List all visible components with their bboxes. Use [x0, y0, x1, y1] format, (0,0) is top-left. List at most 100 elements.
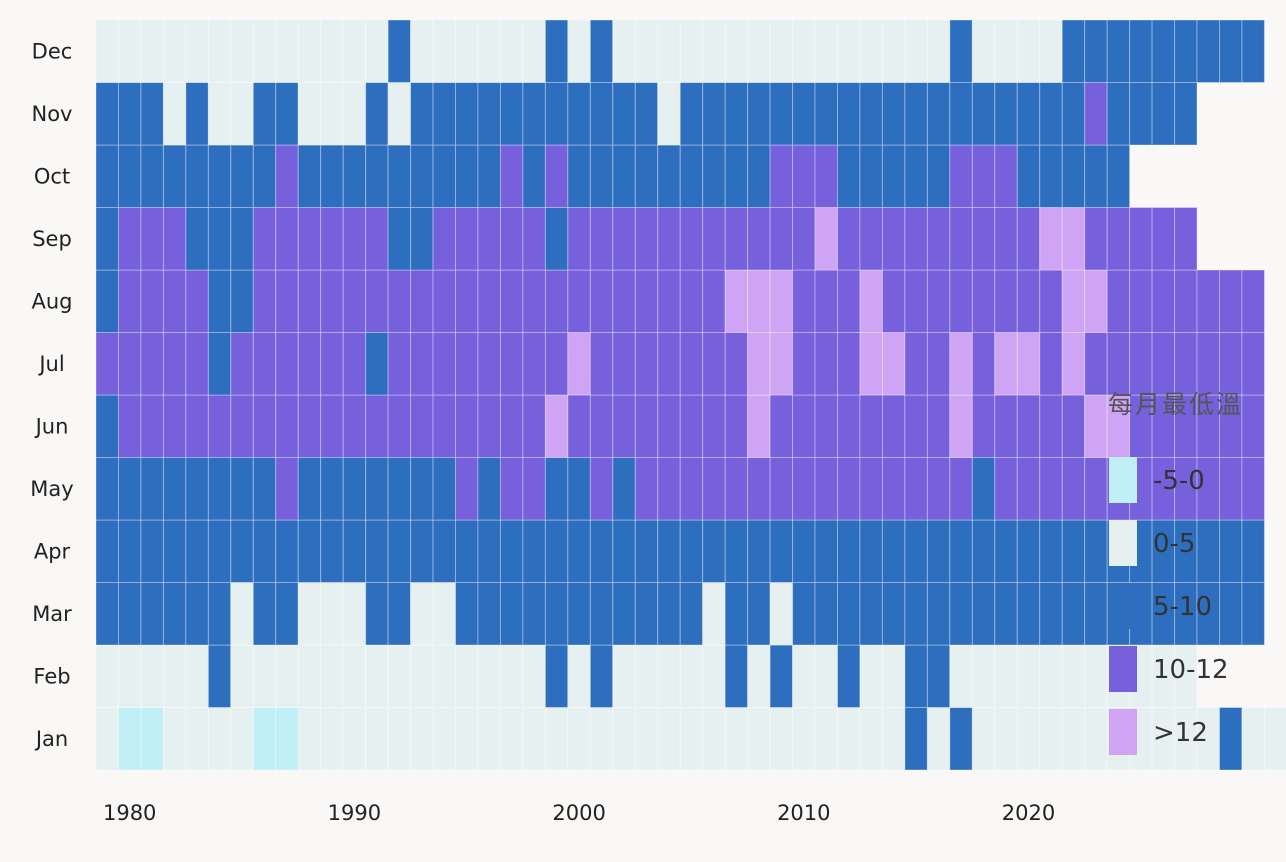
heatmap-cell: [1016, 707, 1041, 771]
heatmap-cell: [904, 207, 928, 271]
heatmap-cell: [769, 457, 794, 521]
heatmap-cell: [230, 457, 254, 521]
heatmap-cell: [837, 519, 861, 583]
heatmap-cell: [207, 82, 232, 146]
heatmap-cell: [1016, 82, 1041, 146]
heatmap-cell: [702, 82, 726, 146]
heatmap-cell: [499, 269, 524, 333]
heatmap-cell: [162, 644, 187, 708]
heatmap-cell: [275, 457, 299, 521]
heatmap-cell: [1106, 19, 1131, 83]
heatmap-cell: [679, 582, 704, 646]
heatmap-cell: [724, 519, 749, 583]
heatmap-cell: [702, 457, 726, 521]
heatmap-cell: [1061, 144, 1086, 208]
heatmap-cell: [95, 394, 119, 458]
heatmap-cell: [657, 269, 681, 333]
heatmap-cell: [1241, 707, 1265, 771]
heatmap-cell: [455, 644, 479, 708]
heatmap-cell: [612, 644, 636, 708]
heatmap-cell: [455, 707, 479, 771]
heatmap-cell: [1061, 457, 1086, 521]
heatmap-cell: [814, 207, 839, 271]
heatmap-cell: [544, 332, 569, 396]
heatmap-cell: [1106, 269, 1131, 333]
heatmap-cell: [1263, 707, 1286, 771]
heatmap-cell: [926, 457, 951, 521]
heatmap-cell: [477, 519, 501, 583]
heatmap-cell: [747, 519, 771, 583]
heatmap-cell: [814, 644, 839, 708]
heatmap-cell: [859, 19, 883, 83]
heatmap-cell: [342, 332, 367, 396]
heatmap-cell: [544, 457, 569, 521]
heatmap-cell: [230, 519, 254, 583]
heatmap-cell: [702, 644, 726, 708]
heatmap-cell: [792, 19, 816, 83]
y-tick-label: Aug: [31, 289, 72, 313]
heatmap-cell: [410, 144, 434, 208]
heatmap-cell: [589, 144, 614, 208]
heatmap-cell: [1016, 644, 1041, 708]
heatmap-cell: [1039, 644, 1063, 708]
heatmap-cell: [410, 394, 434, 458]
heatmap-cell: [297, 644, 322, 708]
heatmap-cell: [702, 707, 726, 771]
heatmap-cell: [859, 519, 883, 583]
heatmap-cell: [1039, 582, 1063, 646]
heatmap-cell: [949, 582, 973, 646]
heatmap-cell: [387, 707, 412, 771]
heatmap-cell: [95, 144, 119, 208]
heatmap-cell: [185, 707, 209, 771]
heatmap-cell: [814, 144, 839, 208]
heatmap-cell: [365, 394, 389, 458]
heatmap-cell: [1151, 82, 1176, 146]
y-tick-label: May: [30, 477, 73, 501]
heatmap-cell: [1241, 582, 1265, 646]
heatmap-cell: [297, 207, 322, 271]
heatmap-cell: [117, 207, 142, 271]
heatmap-cell: [1196, 332, 1221, 396]
heatmap-cell: [769, 519, 794, 583]
heatmap-cell: [657, 394, 681, 458]
heatmap-cell: [747, 394, 771, 458]
heatmap-cell: [1061, 644, 1086, 708]
heatmap-cell: [522, 332, 546, 396]
heatmap-cell: [297, 582, 322, 646]
heatmap-cell: [837, 582, 861, 646]
heatmap-cell: [365, 457, 389, 521]
heatmap-cell: [702, 19, 726, 83]
heatmap-cell: [455, 19, 479, 83]
heatmap-cell: [140, 19, 164, 83]
heatmap-cell: [881, 144, 906, 208]
heatmap-cell: [1084, 519, 1108, 583]
heatmap-cell: [747, 457, 771, 521]
heatmap-cell: [432, 269, 457, 333]
heatmap-cell: [1039, 457, 1063, 521]
heatmap-cell: [792, 582, 816, 646]
heatmap-cell: [387, 644, 412, 708]
heatmap-cell: [275, 269, 299, 333]
heatmap-cell: [140, 457, 164, 521]
heatmap-cell: [1106, 207, 1131, 271]
heatmap-cell: [612, 519, 636, 583]
heatmap-cell: [1039, 82, 1063, 146]
heatmap-cell: [612, 207, 636, 271]
heatmap-cell: [1016, 457, 1041, 521]
heatmap-cell: [679, 144, 704, 208]
heatmap-cell: [455, 269, 479, 333]
heatmap-cell: [477, 269, 501, 333]
heatmap-cell: [792, 82, 816, 146]
heatmap-cell: [1061, 207, 1086, 271]
heatmap-cell: [410, 207, 434, 271]
heatmap-cell: [342, 19, 367, 83]
heatmap-cell: [252, 207, 277, 271]
heatmap-cell: [252, 269, 277, 333]
heatmap-cell: [724, 19, 749, 83]
heatmap-cell: [589, 394, 614, 458]
heatmap-cell: [926, 19, 951, 83]
heatmap-cell: [297, 707, 322, 771]
heatmap-cell: [881, 707, 906, 771]
heatmap-cell: [769, 644, 794, 708]
heatmap-cell: [477, 582, 501, 646]
